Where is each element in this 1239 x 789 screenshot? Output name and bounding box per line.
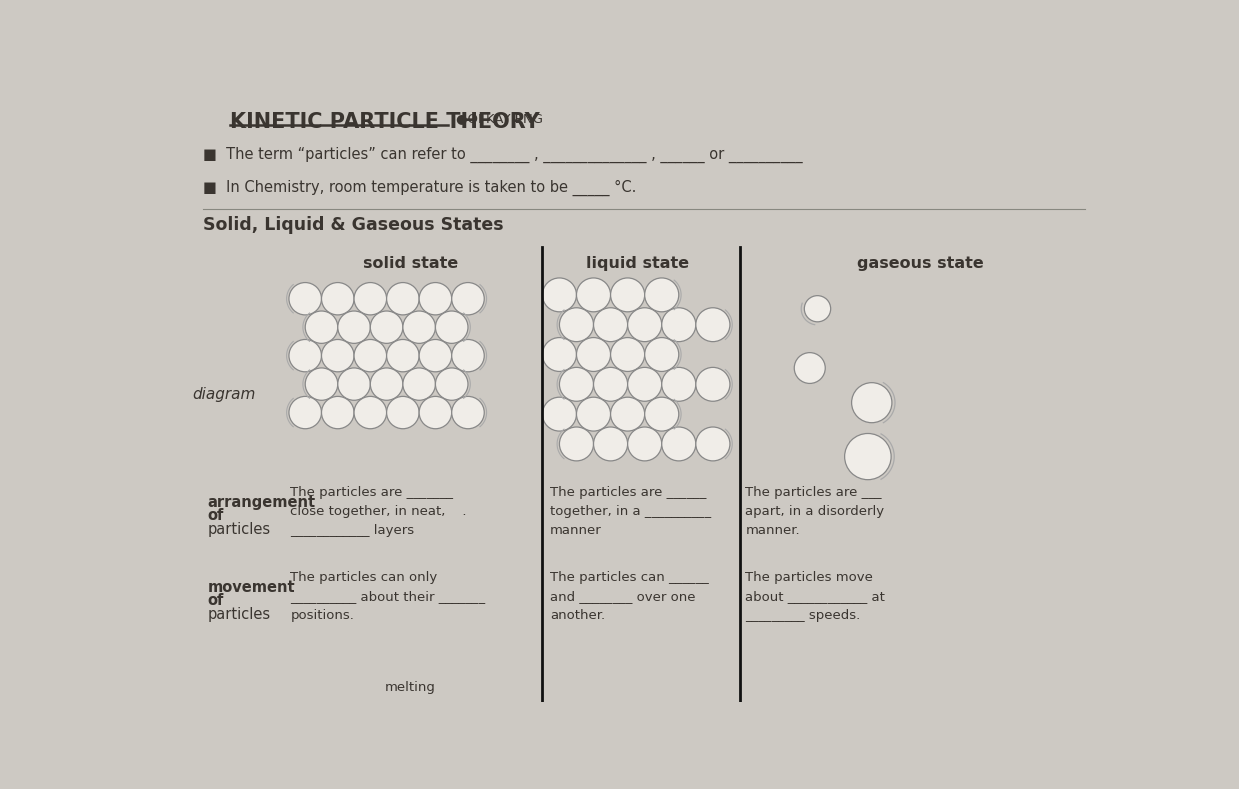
Circle shape (354, 339, 387, 372)
Circle shape (628, 427, 662, 461)
Circle shape (419, 396, 452, 428)
Circle shape (321, 339, 354, 372)
Circle shape (289, 339, 321, 372)
Circle shape (543, 397, 576, 431)
Text: of: of (208, 508, 224, 523)
Circle shape (644, 397, 679, 431)
Circle shape (611, 338, 644, 372)
Circle shape (387, 282, 419, 315)
Text: ●OI KAY ENG: ●OI KAY ENG (456, 111, 543, 125)
Circle shape (305, 311, 338, 343)
Circle shape (387, 339, 419, 372)
Circle shape (851, 383, 892, 423)
Circle shape (452, 339, 484, 372)
Text: particles: particles (208, 522, 270, 537)
Circle shape (696, 427, 730, 461)
Circle shape (845, 433, 891, 480)
Circle shape (452, 282, 484, 315)
Circle shape (370, 368, 403, 400)
Circle shape (644, 338, 679, 372)
Text: KINETIC PARTICLE THEORY: KINETIC PARTICLE THEORY (230, 111, 540, 132)
Text: particles: particles (208, 607, 270, 622)
Circle shape (804, 296, 830, 322)
Text: diagram: diagram (192, 387, 255, 402)
Circle shape (662, 427, 696, 461)
Circle shape (289, 282, 321, 315)
Circle shape (576, 338, 611, 372)
Circle shape (354, 282, 387, 315)
Circle shape (560, 427, 593, 461)
Text: movement: movement (208, 580, 295, 595)
Text: The particles can ______
and ________ over one
another.: The particles can ______ and ________ ov… (550, 570, 709, 622)
Circle shape (289, 396, 321, 428)
Circle shape (305, 368, 338, 400)
Text: melting: melting (385, 682, 436, 694)
Circle shape (560, 368, 593, 402)
Circle shape (593, 308, 628, 342)
Circle shape (611, 278, 644, 312)
Circle shape (593, 427, 628, 461)
Circle shape (628, 308, 662, 342)
Circle shape (403, 368, 435, 400)
Circle shape (662, 308, 696, 342)
Circle shape (628, 368, 662, 402)
Circle shape (354, 396, 387, 428)
Circle shape (435, 311, 468, 343)
Circle shape (452, 396, 484, 428)
Text: The particles are ______
together, in a __________
manner: The particles are ______ together, in a … (550, 486, 711, 537)
Circle shape (611, 397, 644, 431)
Circle shape (560, 308, 593, 342)
Circle shape (403, 311, 435, 343)
Text: gaseous state: gaseous state (857, 256, 984, 271)
Text: The particles are ___
apart, in a disorderly
manner.: The particles are ___ apart, in a disord… (746, 486, 885, 537)
Circle shape (419, 339, 452, 372)
Circle shape (576, 397, 611, 431)
Circle shape (338, 311, 370, 343)
Circle shape (662, 368, 696, 402)
Text: The particles are _______
close together, in neat,    .
____________ layers: The particles are _______ close together… (290, 486, 467, 537)
Text: solid state: solid state (363, 256, 458, 271)
Circle shape (419, 282, 452, 315)
Circle shape (338, 368, 370, 400)
Circle shape (543, 338, 576, 372)
Text: Solid, Liquid & Gaseous States: Solid, Liquid & Gaseous States (203, 216, 503, 234)
Text: The particles can only
__________ about their _______
positions.: The particles can only __________ about … (290, 570, 486, 622)
Circle shape (370, 311, 403, 343)
Text: liquid state: liquid state (586, 256, 689, 271)
Circle shape (543, 278, 576, 312)
Text: ■  The term “particles” can refer to ________ , ______________ , ______ or _____: ■ The term “particles” can refer to ____… (203, 147, 803, 163)
Text: The particles move
about ____________ at
_________ speeds.: The particles move about ____________ at… (746, 570, 886, 622)
Circle shape (696, 308, 730, 342)
Circle shape (387, 396, 419, 428)
Circle shape (696, 368, 730, 402)
Circle shape (794, 353, 825, 383)
Circle shape (321, 282, 354, 315)
Circle shape (576, 278, 611, 312)
Text: of: of (208, 593, 224, 608)
Text: ■  In Chemistry, room temperature is taken to be _____ °C.: ■ In Chemistry, room temperature is take… (203, 179, 637, 196)
Text: arrangement: arrangement (208, 495, 316, 510)
Circle shape (321, 396, 354, 428)
Circle shape (593, 368, 628, 402)
Circle shape (435, 368, 468, 400)
Circle shape (644, 278, 679, 312)
